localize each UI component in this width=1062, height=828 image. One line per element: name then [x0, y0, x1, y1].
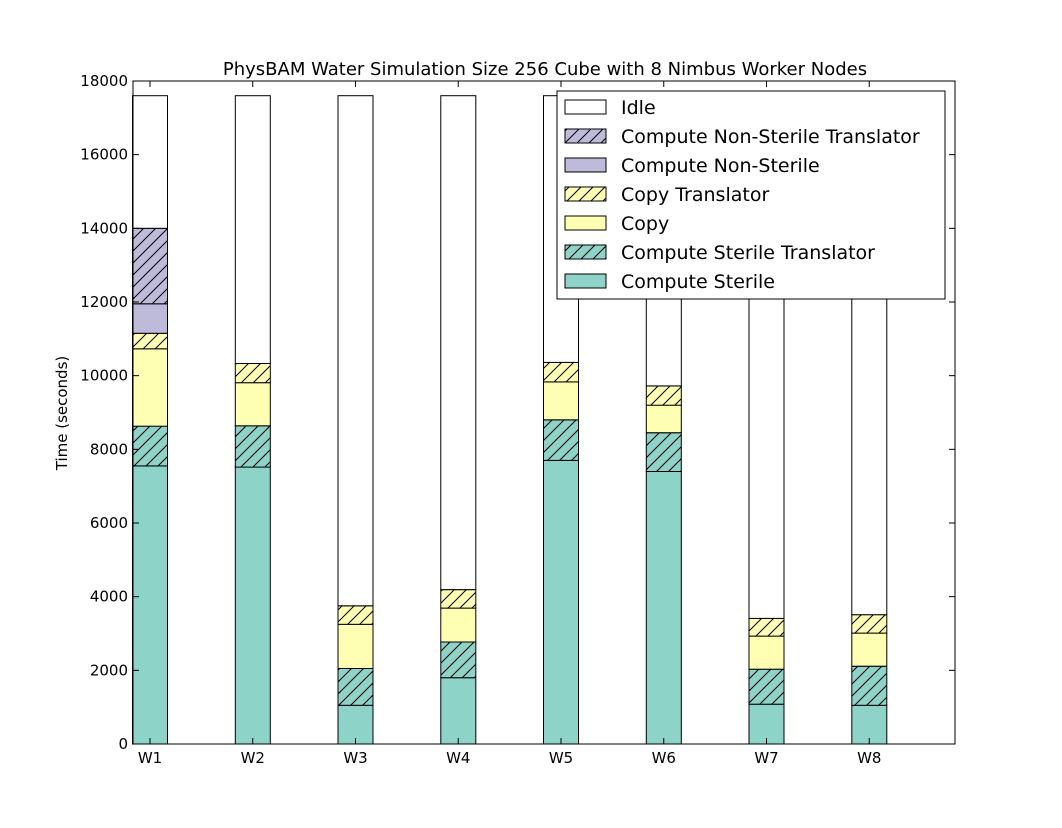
legend-label-compute-non-sterile-translator: Compute Non-Sterile Translator [621, 126, 920, 148]
bar-w5-copy [543, 381, 579, 421]
bar-w3-compute-sterile-translator [337, 668, 374, 706]
y-tick-label: 10000 [80, 367, 128, 385]
legend-swatch-compute-non-sterile [564, 157, 607, 173]
legend-label-compute-sterile-translator: Compute Sterile Translator [621, 242, 875, 264]
legend: Idle Compute Non-Sterile Translator Comput… [556, 90, 946, 300]
bar-w8-copy [851, 632, 888, 667]
legend-label-compute-sterile: Compute Sterile [621, 271, 775, 293]
bar-w6-compute-sterile-translator [645, 432, 682, 472]
x-tick-label: W5 [549, 749, 573, 767]
y-tick-label: 6000 [90, 514, 128, 532]
y-tick-label: 2000 [90, 661, 128, 679]
y-tick-label: 12000 [80, 293, 128, 311]
bar-w1-compute-sterile-translator [132, 425, 168, 467]
bar-w4-compute-sterile-translator [440, 641, 477, 679]
legend-box [556, 90, 946, 300]
legend-swatch-idle [564, 99, 607, 115]
bar-w7-compute-sterile-translator [748, 668, 785, 705]
y-axis-label: Time (seconds) [53, 356, 71, 472]
bar-w8-compute-sterile-translator [851, 665, 888, 706]
bar-w3-idle [337, 95, 374, 607]
bar-w1-copy [132, 348, 168, 427]
bar-w2-idle [234, 95, 271, 364]
bar-w1-compute-sterile [132, 465, 168, 745]
legend-swatch-compute-sterile [564, 273, 607, 289]
legend-swatch-compute-sterile-translator [564, 244, 607, 260]
bar-w4-compute-sterile [440, 677, 477, 745]
bar-w1-compute-non-sterile-translator [132, 227, 168, 305]
bar-w2-compute-sterile-translator [234, 425, 271, 468]
x-tick-label: W7 [754, 749, 778, 767]
bar-w1-compute-non-sterile [132, 303, 168, 334]
bar-w5-compute-sterile-translator [543, 419, 579, 461]
y-tick-label: 0 [118, 735, 128, 753]
y-tick-label: 4000 [90, 588, 128, 606]
bar-w2-compute-sterile [234, 466, 271, 745]
bar-w8-compute-sterile [851, 704, 888, 745]
bar-w2-copy-translator [234, 363, 271, 384]
bar-w5-compute-sterile [543, 459, 579, 745]
bar-w6-copy [645, 404, 682, 434]
bar-w3-copy [337, 623, 374, 669]
bar-w1-copy-translator [132, 332, 168, 350]
y-tick-label: 14000 [80, 219, 128, 237]
bar-w7-copy [748, 635, 785, 670]
x-tick-label: W8 [857, 749, 881, 767]
legend-swatch-copy-translator [564, 186, 607, 202]
x-tick-label: W3 [343, 749, 367, 767]
legend-label-copy: Copy [621, 213, 669, 235]
bar-w4-idle [440, 95, 477, 591]
legend-swatch-copy [564, 215, 607, 231]
bar-w6-copy-translator [645, 385, 682, 406]
legend-label-compute-non-sterile: Compute Non-Sterile [621, 155, 820, 177]
axis-ticks: 0 2000 4000 6000 8000 10000 12000 14000 16000 180… [80, 72, 955, 767]
bar-w1-idle [132, 95, 168, 229]
legend-label-idle: Idle [621, 97, 656, 119]
legend-swatch-compute-non-sterile-translator [564, 128, 607, 144]
y-tick-label: 16000 [80, 146, 128, 164]
x-tick-label: W6 [652, 749, 676, 767]
chart-title: PhysBAM Water Simulation Size 256 Cube w… [223, 59, 867, 80]
bar-w7-compute-sterile [748, 703, 785, 745]
bar-w3-copy-translator [337, 605, 374, 625]
bar-w4-copy [440, 607, 477, 643]
x-tick-label: W2 [241, 749, 265, 767]
bar-w6-compute-sterile [645, 470, 682, 745]
x-tick-label: W4 [446, 749, 470, 767]
bar-w4-copy-translator [440, 589, 477, 609]
plot-frame [132, 80, 956, 745]
x-tick-label: W1 [138, 749, 162, 767]
y-tick-label: 18000 [80, 72, 128, 90]
y-tick-label: 8000 [90, 440, 128, 458]
bar-w5-copy-translator [543, 361, 579, 383]
bar-w7-copy-translator [748, 617, 785, 637]
legend-label-copy-translator: Copy Translator [621, 184, 769, 206]
bar-w2-copy [234, 382, 271, 427]
bar-w8-copy-translator [851, 614, 888, 634]
